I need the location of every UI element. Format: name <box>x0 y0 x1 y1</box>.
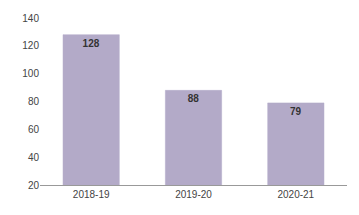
svg-text:120: 120 <box>22 40 39 51</box>
svg-text:100: 100 <box>22 68 39 79</box>
svg-text:20: 20 <box>28 180 40 191</box>
svg-text:88: 88 <box>188 93 200 104</box>
svg-text:80: 80 <box>28 96 40 107</box>
svg-text:60: 60 <box>28 124 40 135</box>
svg-text:2019-20: 2019-20 <box>175 189 212 200</box>
svg-text:2018-19: 2018-19 <box>73 189 110 200</box>
svg-text:140: 140 <box>22 13 39 24</box>
svg-text:128: 128 <box>83 38 100 49</box>
svg-text:40: 40 <box>28 152 40 163</box>
svg-text:2020-21: 2020-21 <box>277 189 314 200</box>
svg-text:79: 79 <box>290 106 302 117</box>
